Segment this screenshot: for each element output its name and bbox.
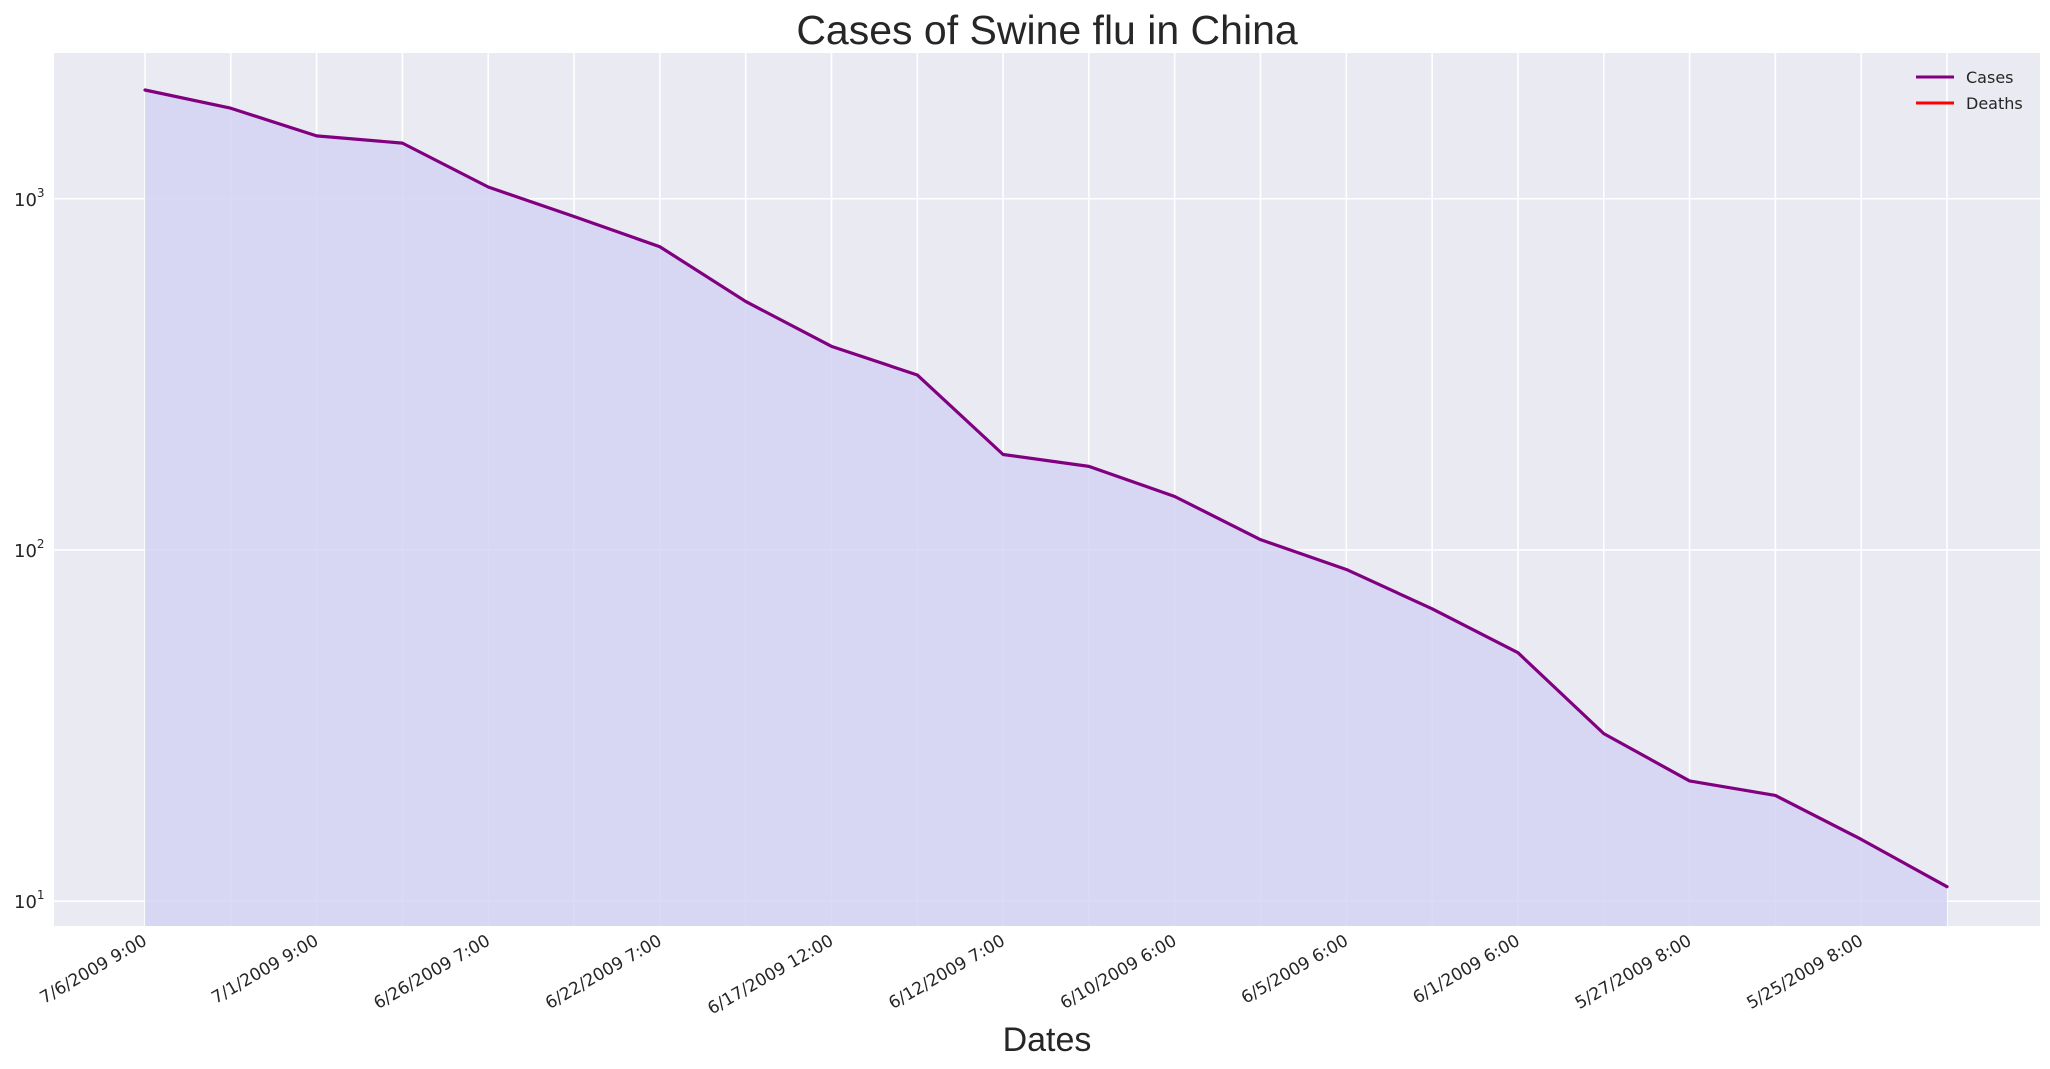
x-tick-label: 5/27/2009 8:00	[1572, 931, 1695, 1014]
y-tick-exponent: 2	[37, 537, 45, 551]
cases-line	[143, 88, 1949, 889]
x-tick-label: 6/22/2009 7:00	[542, 931, 665, 1014]
x-tick-label: 6/1/2009 6:00	[1410, 931, 1524, 1008]
y-tick-label: 103	[14, 186, 45, 211]
y-tick-label: 102	[14, 537, 45, 562]
x-tick-label: 6/17/2009 12:00	[704, 931, 837, 1019]
x-axis-label: Dates	[1003, 1021, 1092, 1059]
area-layer	[145, 89, 1947, 926]
x-tick-label: 6/10/2009 6:00	[1057, 931, 1180, 1014]
y-tick-label: 101	[14, 888, 45, 913]
x-tick-label: 6/5/2009 6:00	[1238, 931, 1352, 1008]
chart-title: Cases of Swine flu in China	[796, 7, 1298, 53]
line-layer	[143, 88, 1949, 889]
legend: Cases Deaths	[1916, 68, 2023, 113]
x-tick-labels: 7/6/2009 9:00 7/1/2009 9:00 6/26/2009 7:00…	[37, 931, 1867, 1019]
x-tick-label: 5/25/2009 8:00	[1743, 931, 1866, 1014]
cases-area-fill	[145, 89, 1947, 926]
x-tick-label: 7/6/2009 9:00	[37, 931, 151, 1008]
x-tick-label: 7/1/2009 9:00	[208, 931, 322, 1008]
x-tick-label: 6/12/2009 7:00	[885, 931, 1008, 1014]
y-tick-exponent: 3	[37, 186, 45, 200]
legend-label-deaths: Deaths	[1966, 94, 2023, 113]
legend-label-cases: Cases	[1966, 68, 2014, 87]
y-tick-labels: 101 102 103	[14, 186, 45, 913]
x-tick-label: 6/26/2009 7:00	[371, 931, 494, 1014]
y-tick-exponent: 1	[37, 888, 45, 902]
